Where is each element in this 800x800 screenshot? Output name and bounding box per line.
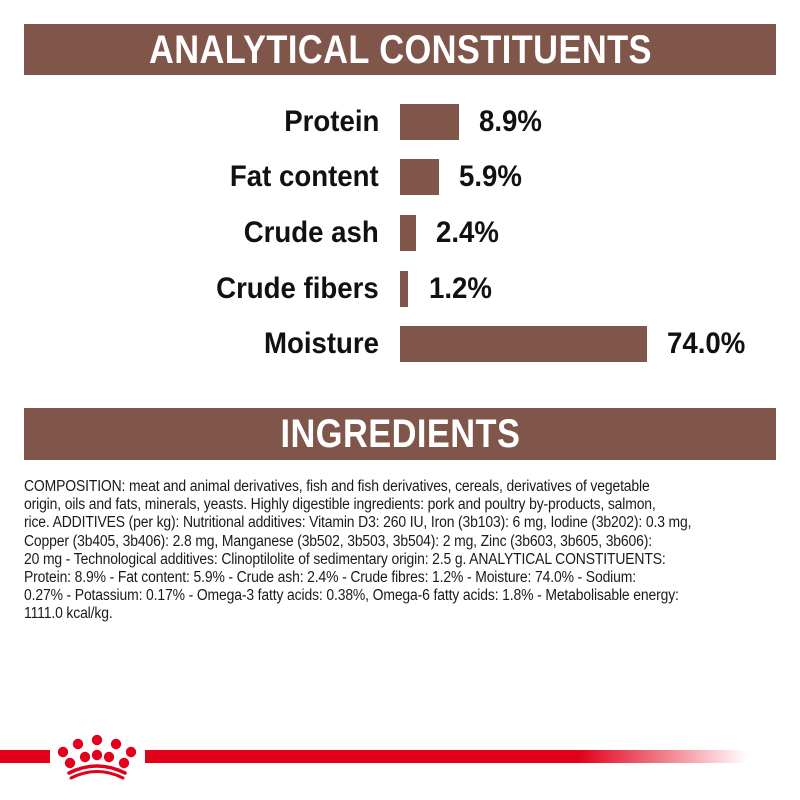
row-label-text: Moisture bbox=[263, 327, 379, 360]
composition-line-text: 20 mg - Technological additives: Clinopt… bbox=[24, 550, 666, 568]
row-label: Crude fibers bbox=[202, 271, 379, 307]
row-value-text: 8.9% bbox=[479, 105, 542, 138]
row-value-text: 5.9% bbox=[459, 160, 522, 193]
row-label: Fat content bbox=[217, 159, 379, 195]
red-line-left bbox=[0, 750, 50, 763]
ingredients-title: INGREDIENTS bbox=[280, 412, 520, 456]
chart-row-fat-content: Fat content 5.9% bbox=[0, 159, 800, 195]
chart-row-crude-ash: Crude ash 2.4% bbox=[0, 215, 800, 251]
composition-line-text: Protein: 8.9% - Fat content: 5.9% - Crud… bbox=[24, 569, 636, 587]
composition-line: origin, oils and fats, minerals, yeasts.… bbox=[24, 496, 784, 514]
row-label-text: Crude ash bbox=[244, 216, 379, 249]
analytical-constituents-title: ANALYTICAL CONSTITUENTS bbox=[148, 27, 652, 72]
red-line-right bbox=[145, 750, 747, 763]
row-value: 2.4% bbox=[436, 215, 504, 251]
bar-crude-ash bbox=[400, 215, 416, 251]
chart-row-protein: Protein 8.9% bbox=[0, 104, 800, 140]
row-label-text: Protein bbox=[283, 105, 379, 138]
composition-line-text: Copper (3b405, 3b406): 2.8 mg, Manganese… bbox=[24, 532, 652, 550]
row-label-text: Fat content bbox=[230, 160, 379, 193]
brand-footer bbox=[0, 725, 800, 785]
row-value: 74.0% bbox=[667, 326, 752, 362]
row-label: Moisture bbox=[254, 326, 379, 362]
row-value-text: 74.0% bbox=[667, 327, 746, 360]
analytical-constituents-chart: Protein 8.9% Fat content 5.9% Crude ash … bbox=[0, 104, 800, 362]
composition-line: Protein: 8.9% - Fat content: 5.9% - Crud… bbox=[24, 569, 784, 587]
composition-line: COMPOSITION: meat and animal derivatives… bbox=[24, 478, 784, 496]
row-value: 8.9% bbox=[479, 104, 547, 140]
row-label: Crude ash bbox=[232, 215, 379, 251]
bar-moisture bbox=[400, 326, 647, 362]
composition-line-text: rice. ADDITIVES (per kg): Nutritional ad… bbox=[24, 514, 692, 532]
row-value-text: 2.4% bbox=[436, 216, 499, 249]
composition-line-text: origin, oils and fats, minerals, yeasts.… bbox=[24, 496, 656, 514]
row-value: 5.9% bbox=[459, 159, 527, 195]
composition-line: 0.27% - Potassium: 0.17% - Omega-3 fatty… bbox=[24, 587, 784, 605]
row-value-text: 1.2% bbox=[429, 272, 492, 305]
composition-line: 20 mg - Technological additives: Clinopt… bbox=[24, 551, 784, 569]
row-label-text: Crude fibers bbox=[216, 272, 379, 305]
row-label: Protein bbox=[276, 104, 379, 140]
composition-line: rice. ADDITIVES (per kg): Nutritional ad… bbox=[24, 514, 784, 532]
bar-crude-fibers bbox=[400, 271, 408, 307]
composition-line: Copper (3b405, 3b406): 2.8 mg, Manganese… bbox=[24, 533, 784, 551]
royal-canin-crown-icon bbox=[57, 734, 137, 780]
composition-line-text: COMPOSITION: meat and animal derivatives… bbox=[24, 478, 650, 495]
chart-row-crude-fibers: Crude fibers 1.2% bbox=[0, 271, 800, 307]
composition-line-text: 0.27% - Potassium: 0.17% - Omega-3 fatty… bbox=[24, 587, 679, 605]
composition-line: 1111.0 kcal/kg. bbox=[24, 605, 784, 623]
analytical-constituents-banner: ANALYTICAL CONSTITUENTS bbox=[24, 24, 776, 75]
row-value: 1.2% bbox=[429, 271, 497, 307]
ingredients-banner: INGREDIENTS bbox=[24, 408, 776, 460]
bar-fat-content bbox=[400, 159, 439, 195]
bar-protein bbox=[400, 104, 459, 140]
chart-row-moisture: Moisture 74.0% bbox=[0, 326, 800, 362]
composition-text: COMPOSITION: meat and animal derivatives… bbox=[24, 478, 784, 624]
composition-line-text: 1111.0 kcal/kg. bbox=[24, 605, 113, 623]
